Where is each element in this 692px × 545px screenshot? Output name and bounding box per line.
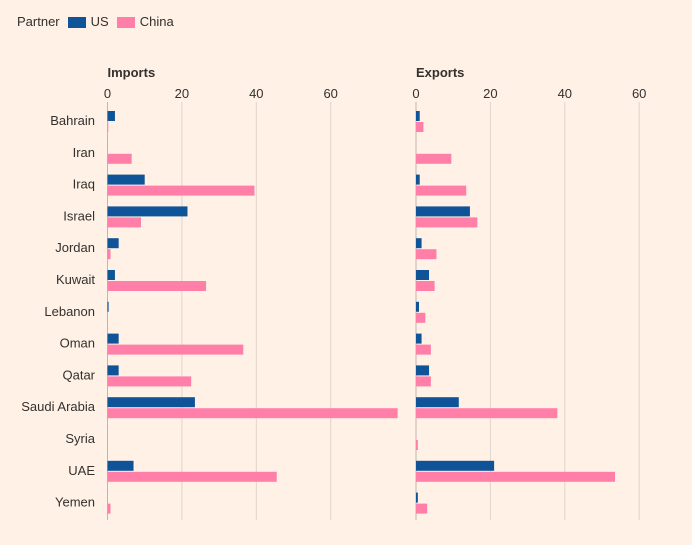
legend-swatch-us: [67, 16, 86, 28]
tick-label-exports-60: 60: [632, 86, 646, 101]
bar-imports-jordan-china: [107, 249, 111, 260]
bar-exports-saudi-arabia-china: [416, 408, 558, 419]
legend-entry-us: US: [67, 14, 109, 30]
tick-label-imports-40: 40: [249, 86, 263, 101]
country-label-israel: Israel: [63, 208, 95, 223]
panel-title-imports: Imports: [108, 65, 156, 80]
bar-imports-oman-us: [107, 333, 119, 344]
tick-label-imports-20: 20: [175, 86, 189, 101]
country-label-iraq: Iraq: [73, 177, 95, 192]
bar-imports-qatar-us: [107, 365, 119, 376]
country-label-bahrain: Bahrain: [50, 113, 95, 128]
bar-exports-qatar-china: [416, 376, 431, 387]
country-label-oman: Oman: [60, 336, 95, 351]
bar-exports-oman-china: [416, 344, 431, 355]
bar-imports-iraq-us: [107, 174, 145, 185]
country-label-kuwait: Kuwait: [56, 272, 95, 287]
bar-exports-lebanon-china: [416, 312, 426, 323]
bar-exports-israel-us: [416, 206, 470, 217]
bar-exports-bahrain-us: [416, 111, 420, 121]
bar-imports-uae-china: [107, 471, 277, 482]
bar-imports-saudi-arabia-china: [107, 408, 398, 419]
bar-exports-iraq-us: [416, 174, 420, 185]
legend-swatch-china: [116, 16, 135, 28]
country-label-lebanon: Lebanon: [44, 304, 95, 319]
country-label-iran: Iran: [73, 145, 95, 160]
bar-exports-yemen-us: [416, 492, 418, 503]
bar-imports-bahrain-us: [107, 111, 115, 121]
tick-label-exports-20: 20: [483, 86, 497, 101]
legend-label-china: China: [139, 14, 174, 29]
bar-imports-oman-china: [107, 344, 244, 355]
tick-label-imports-60: 60: [323, 86, 337, 101]
tick-label-imports-0: 0: [104, 86, 111, 101]
panel-title-exports: Exports: [416, 65, 464, 80]
country-label-uae: UAE: [68, 463, 95, 478]
bar-exports-lebanon-us: [416, 301, 419, 312]
bar-imports-saudi-arabia-us: [107, 397, 195, 408]
bar-exports-qatar-us: [416, 365, 430, 376]
bar-imports-kuwait-us: [107, 270, 115, 280]
bar-imports-jordan-us: [107, 238, 119, 249]
bar-exports-syria-china: [416, 440, 418, 450]
bar-exports-kuwait-us: [416, 270, 430, 280]
bar-exports-kuwait-china: [416, 281, 435, 291]
country-label-syria: Syria: [65, 431, 95, 446]
country-label-qatar: Qatar: [62, 367, 95, 382]
tick-label-exports-40: 40: [558, 86, 572, 101]
bar-exports-uae-us: [416, 460, 495, 471]
bar-imports-bahrain-china: [107, 122, 109, 132]
country-label-saudi-arabia: Saudi Arabia: [21, 399, 95, 414]
legend: Partner US China: [17, 14, 182, 30]
bar-imports-iran-china: [107, 153, 132, 164]
bar-exports-uae-china: [416, 471, 616, 482]
bar-imports-israel-us: [107, 206, 188, 217]
bar-exports-jordan-china: [416, 249, 437, 260]
bar-exports-saudi-arabia-us: [416, 397, 459, 408]
bar-exports-jordan-us: [416, 238, 422, 249]
bar-exports-bahrain-china: [416, 122, 424, 132]
legend-label-us: US: [90, 14, 109, 29]
legend-entry-china: China: [116, 14, 174, 30]
tick-label-exports-0: 0: [412, 86, 419, 101]
bar-imports-yemen-china: [107, 503, 111, 514]
bar-exports-iran-china: [416, 153, 452, 164]
country-label-yemen: Yemen: [55, 495, 95, 510]
bar-imports-uae-us: [107, 460, 134, 471]
country-label-jordan: Jordan: [55, 240, 95, 255]
bar-imports-lebanon-us: [107, 301, 109, 312]
bar-imports-israel-china: [107, 217, 141, 228]
bar-exports-oman-us: [416, 333, 422, 344]
bar-exports-israel-china: [416, 217, 478, 228]
bar-exports-iraq-china: [416, 185, 467, 196]
legend-title: Partner: [17, 14, 60, 29]
bar-imports-qatar-china: [107, 376, 192, 387]
bar-exports-yemen-china: [416, 503, 428, 514]
bar-imports-iraq-china: [107, 185, 255, 196]
bar-imports-kuwait-china: [107, 281, 207, 291]
